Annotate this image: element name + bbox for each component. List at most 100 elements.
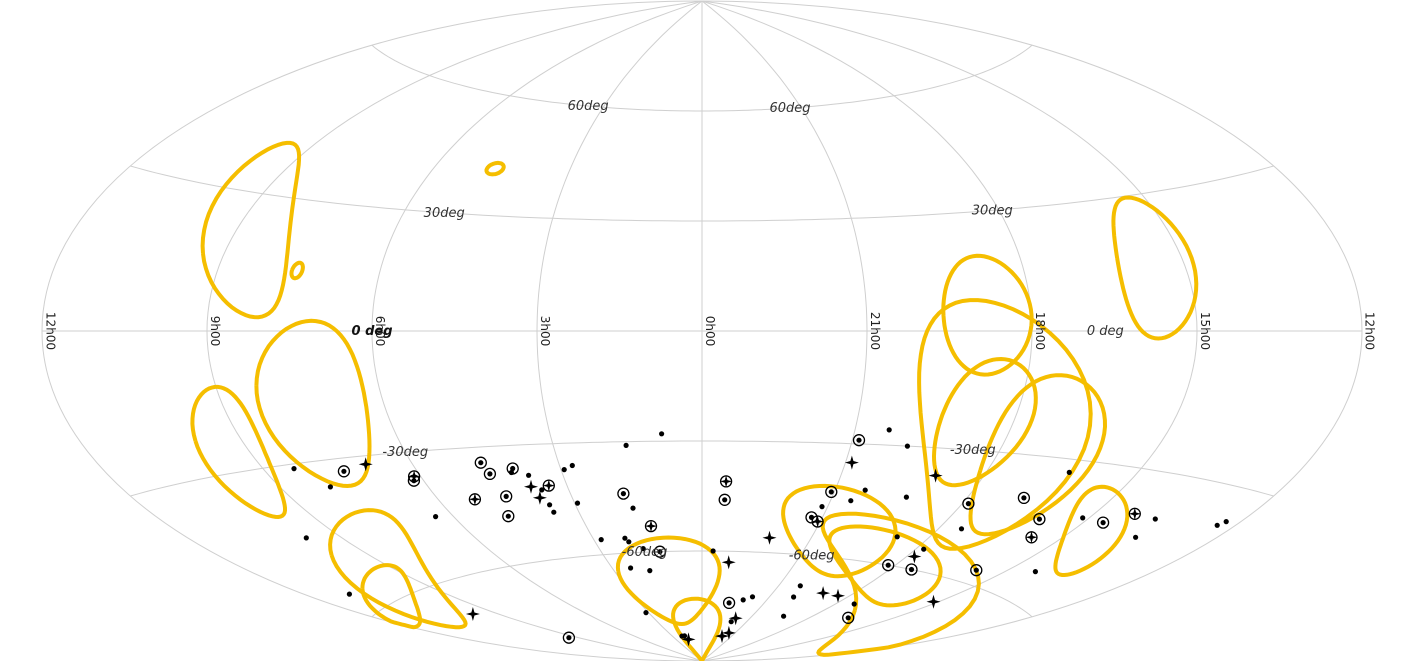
ringed-source-marker [653,545,667,558]
dec-tick-label: 60deg [568,99,609,114]
source-ring [500,490,513,503]
ringed-star-marker [1025,531,1038,544]
source-ring [1017,491,1031,505]
source-ring [474,456,487,469]
star-marker [762,530,777,545]
source-dot [510,465,516,472]
star-marker [1025,531,1038,544]
star-marker [811,515,824,528]
ringed-star-marker [644,519,658,533]
ringed-source-marker [882,559,895,572]
ringed-source-marker [617,487,630,500]
source-dot [341,468,347,474]
source-dot [547,502,553,508]
source-dot [1032,569,1038,575]
source-dot [894,534,900,540]
star-marker [721,625,736,640]
source-dot [505,513,511,519]
star-marker [408,470,421,483]
dec-tick-label: 30deg [972,203,1013,218]
localization-contour [1053,484,1130,577]
source-dot [640,546,646,552]
star-marker [728,611,743,626]
source-dot [908,566,915,573]
star-marker [721,555,736,570]
parallel-line [130,165,1274,222]
source-ring [882,559,895,572]
source-dot [921,546,927,552]
source-dot [626,539,632,545]
source-dot [726,600,732,606]
source-dot [551,509,557,515]
source-markers [291,427,1229,647]
source-dot [848,498,854,504]
star-marker [928,468,943,483]
source-dot [620,491,627,497]
source-dot [1152,516,1158,522]
source-dot [478,460,484,466]
source-dot [679,633,685,639]
source-ring [617,487,630,500]
source-dot [623,442,629,448]
star-marker [465,607,480,621]
ringed-source-marker [1017,491,1031,505]
dec-tick-label: 30deg [424,206,465,221]
source-dot [1223,519,1229,525]
source-dot [749,594,756,600]
coordinate-grid [41,0,1363,661]
source-ring [1033,512,1046,526]
localization-contour [1111,195,1199,341]
source-ring [337,465,351,478]
localization-contour [968,373,1108,537]
source-dot [1036,516,1042,522]
localization-contour [615,535,722,627]
ra-tick-label: 12h00 [43,312,57,350]
localization-contour [671,596,723,661]
ra-tick-label: 0h00 [703,316,717,347]
source-dot [569,462,575,469]
source-ring [502,510,515,523]
ringed-source-marker [718,493,731,506]
ringed-source-marker [562,631,576,644]
ringed-source-marker [502,510,515,523]
source-dot [647,568,653,574]
ringed-source-marker [500,490,513,503]
source-dot [885,562,891,568]
ringed-source-marker [905,563,918,576]
ringed-source-marker [1096,516,1110,529]
ringed-source-marker [852,434,866,447]
source-dot [561,467,567,473]
source-dot [346,591,352,597]
ringed-source-marker [825,485,838,499]
ringed-source-marker [842,611,855,624]
star-marker [816,586,831,601]
localization-contour [254,318,372,489]
source-dot [566,635,572,641]
ringed-star-marker [542,479,555,492]
dec-tick-label: -60deg [789,549,835,564]
source-dot [886,427,892,433]
source-dot [710,548,716,554]
dec-tick-label: -60deg [622,545,668,560]
localization-contour [917,298,1093,551]
source-dot [622,535,628,541]
source-ring [718,493,731,506]
source-dot [630,505,636,511]
ringed-star-marker [1128,507,1141,520]
localization-contour [190,384,287,520]
source-ring [483,467,497,481]
source-ring [905,563,918,576]
star-marker [681,632,696,647]
source-dot [722,497,728,503]
source-dot [503,493,509,499]
ringed-source-marker [970,564,983,577]
source-dot [1080,515,1086,521]
source-dot [643,610,649,616]
star-marker [907,549,922,564]
source-dot [598,537,604,543]
ringed-source-marker [1033,512,1046,526]
ra-tick-label: 15h00 [1198,312,1212,350]
ringed-star-marker [811,515,824,528]
source-dot [1066,469,1072,475]
